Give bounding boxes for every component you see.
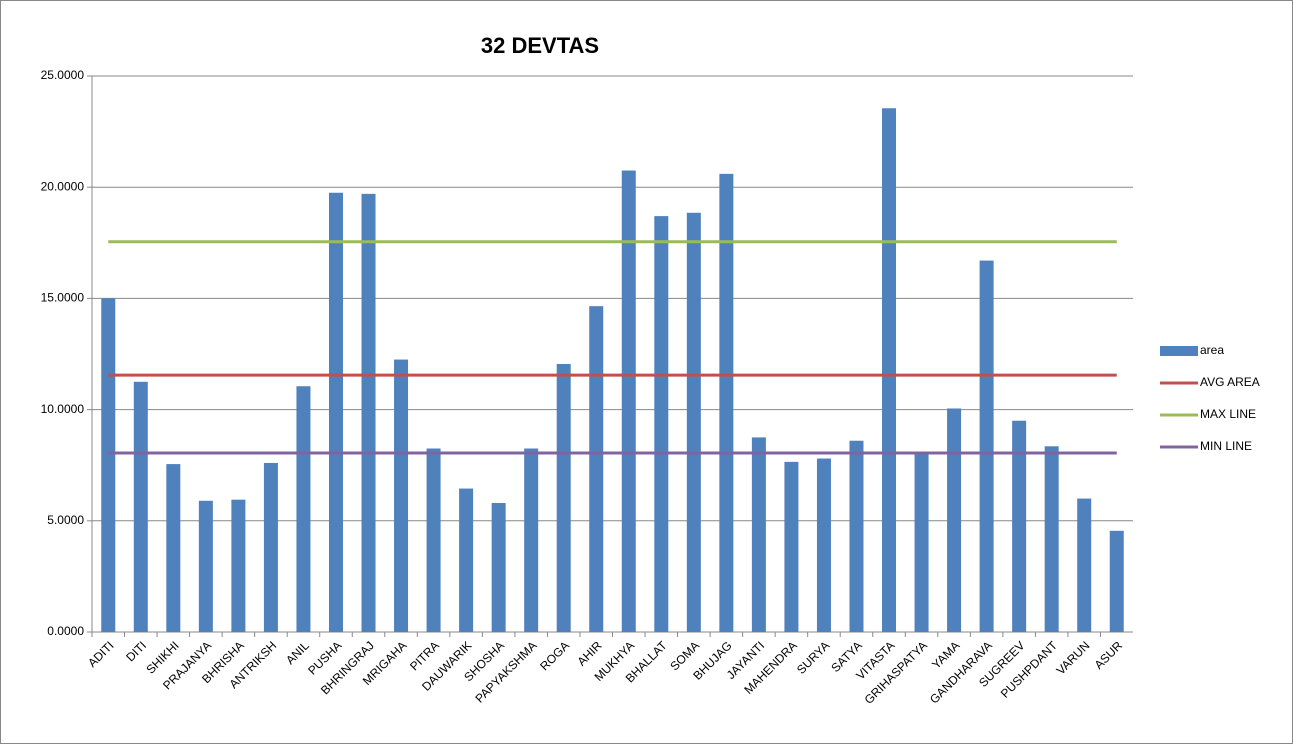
bar <box>426 448 441 632</box>
bar <box>491 503 506 632</box>
legend-label: MIN LINE <box>1200 439 1252 453</box>
chart-title: 32 DEVTAS <box>481 33 599 58</box>
legend-swatch <box>1160 346 1198 356</box>
bar <box>263 462 278 632</box>
bar <box>784 461 799 632</box>
bar <box>459 488 474 632</box>
bar <box>849 440 864 632</box>
bar <box>751 437 766 632</box>
bar <box>166 464 181 632</box>
legend-label: MAX LINE <box>1200 407 1256 421</box>
bar <box>914 452 929 632</box>
bar <box>686 212 701 632</box>
bar <box>296 386 311 632</box>
bar <box>328 192 343 632</box>
bar <box>719 173 734 632</box>
bar <box>524 448 539 632</box>
bar <box>882 108 897 633</box>
y-tick-label: 0.0000 <box>47 624 84 638</box>
bar <box>231 499 246 632</box>
bar <box>361 193 376 632</box>
bar <box>947 408 962 632</box>
y-tick-label: 10.0000 <box>41 402 85 416</box>
y-tick-label: 15.0000 <box>41 291 85 305</box>
bar <box>1109 530 1124 632</box>
bar <box>589 306 604 632</box>
bar <box>133 381 148 632</box>
bar <box>198 500 213 632</box>
legend-label: area <box>1200 343 1224 357</box>
bar <box>979 260 994 632</box>
bar <box>556 364 571 632</box>
bar <box>816 458 831 632</box>
legend-label: AVG AREA <box>1200 375 1260 389</box>
bar <box>621 170 636 632</box>
y-tick-label: 20.0000 <box>41 179 85 193</box>
bar <box>1077 498 1092 632</box>
y-tick-label: 5.0000 <box>47 513 84 527</box>
bar <box>394 359 409 632</box>
bar <box>654 216 669 632</box>
bar <box>1044 446 1059 632</box>
bar <box>101 298 116 632</box>
bar <box>1012 420 1027 632</box>
y-tick-label: 25.0000 <box>41 68 85 82</box>
